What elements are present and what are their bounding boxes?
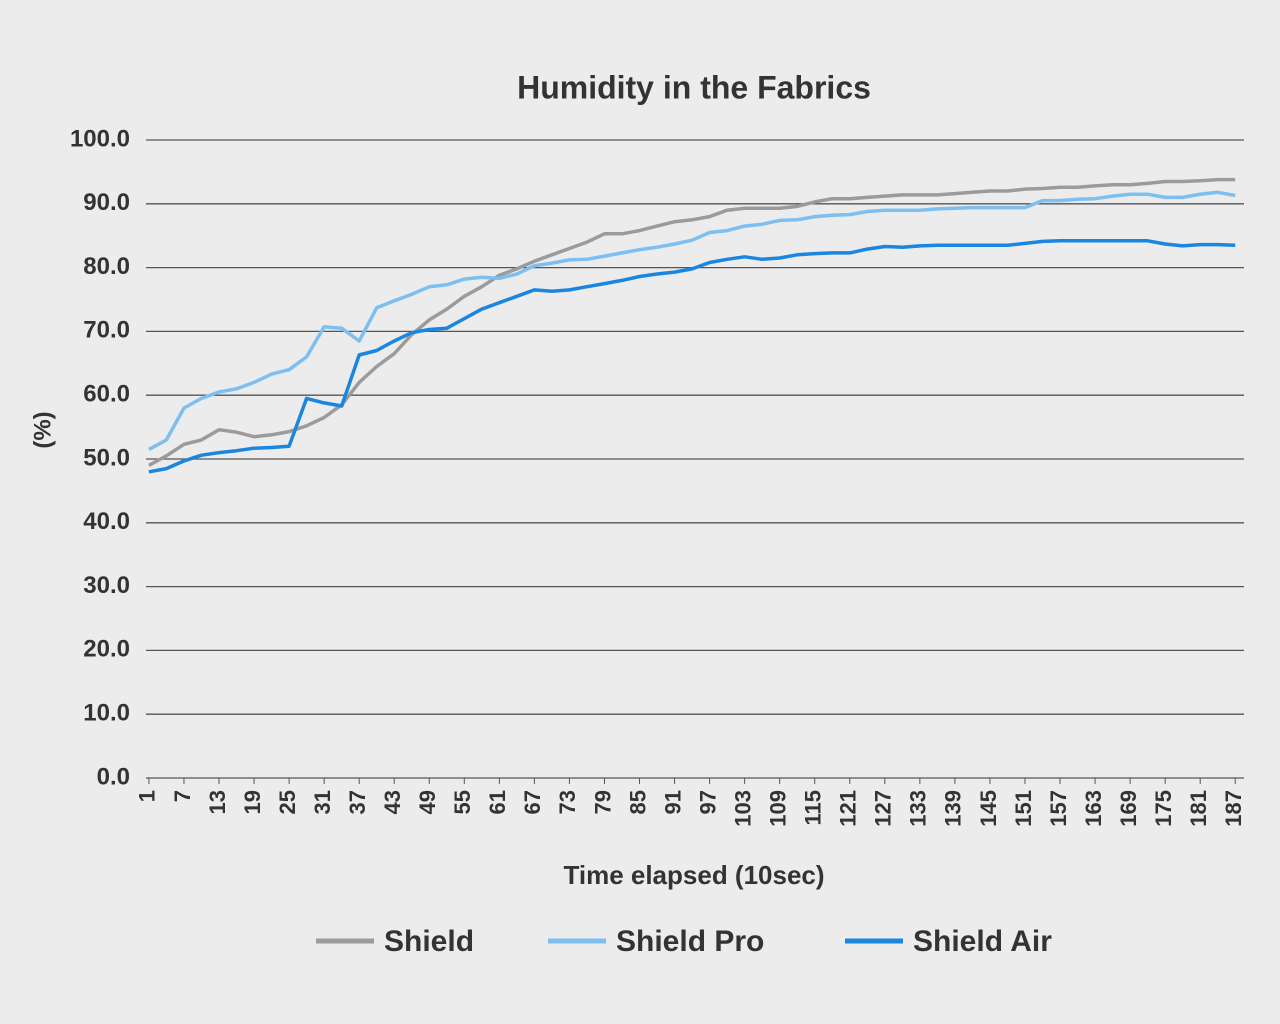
x-tick-label: 73 bbox=[555, 790, 580, 814]
x-tick-label: 103 bbox=[730, 790, 755, 827]
y-tick-label: 10.0 bbox=[83, 700, 130, 727]
x-tick-label: 187 bbox=[1221, 790, 1246, 827]
x-tick-label: 127 bbox=[871, 790, 896, 827]
y-tick-label: 50.0 bbox=[83, 444, 130, 471]
legend-label: Shield Air bbox=[913, 925, 1052, 958]
x-tick-label: 175 bbox=[1151, 790, 1176, 827]
y-tick-label: 100.0 bbox=[70, 125, 130, 152]
x-tick-label: 169 bbox=[1116, 790, 1141, 827]
chart-title: Humidity in the Fabrics bbox=[517, 69, 871, 105]
x-tick-label: 7 bbox=[170, 790, 195, 802]
y-axis-label: (%) bbox=[29, 411, 56, 448]
y-tick-label: 70.0 bbox=[83, 317, 130, 344]
y-tick-label: 0.0 bbox=[97, 763, 130, 790]
x-tick-label: 1 bbox=[135, 790, 160, 802]
series-line bbox=[148, 177, 1236, 467]
x-tick-label: 115 bbox=[801, 790, 826, 826]
x-tick-label: 121 bbox=[836, 790, 861, 827]
x-tick-label: 43 bbox=[380, 790, 405, 814]
x-tick-label: 61 bbox=[485, 790, 510, 814]
x-tick-label: 49 bbox=[415, 790, 440, 814]
y-tick-label: 90.0 bbox=[83, 189, 130, 216]
x-tick-label: 181 bbox=[1186, 790, 1211, 827]
series-line bbox=[148, 239, 1236, 474]
x-tick-label: 109 bbox=[765, 790, 790, 827]
x-axis-label: Time elapsed (10sec) bbox=[563, 860, 824, 890]
y-tick-label: 30.0 bbox=[83, 572, 130, 599]
x-tick-label: 13 bbox=[205, 790, 230, 814]
y-tick-label: 80.0 bbox=[83, 253, 130, 280]
y-tick-label: 20.0 bbox=[83, 636, 130, 663]
legend-label: Shield bbox=[384, 925, 474, 958]
x-tick-label: 91 bbox=[660, 790, 685, 814]
x-tick-label: 163 bbox=[1081, 790, 1106, 827]
x-tick-label: 139 bbox=[941, 790, 966, 827]
x-tick-label: 25 bbox=[275, 790, 300, 814]
series-line bbox=[148, 190, 1236, 451]
x-tick-label: 37 bbox=[345, 790, 370, 814]
x-tick-label: 55 bbox=[450, 790, 475, 814]
x-tick-label: 31 bbox=[310, 790, 335, 814]
y-tick-label: 40.0 bbox=[83, 508, 130, 535]
x-tick-label: 157 bbox=[1046, 790, 1071, 827]
y-tick-label: 60.0 bbox=[83, 381, 130, 408]
x-tick-label: 145 bbox=[976, 790, 1001, 827]
x-tick-label: 19 bbox=[240, 790, 265, 814]
x-tick-label: 85 bbox=[625, 790, 650, 814]
x-tick-label: 97 bbox=[695, 790, 720, 814]
legend-label: Shield Pro bbox=[616, 925, 764, 958]
x-tick-label: 67 bbox=[520, 790, 545, 814]
x-tick-label: 133 bbox=[906, 790, 931, 827]
x-tick-label: 151 bbox=[1011, 790, 1036, 827]
x-tick-label: 79 bbox=[590, 790, 615, 814]
